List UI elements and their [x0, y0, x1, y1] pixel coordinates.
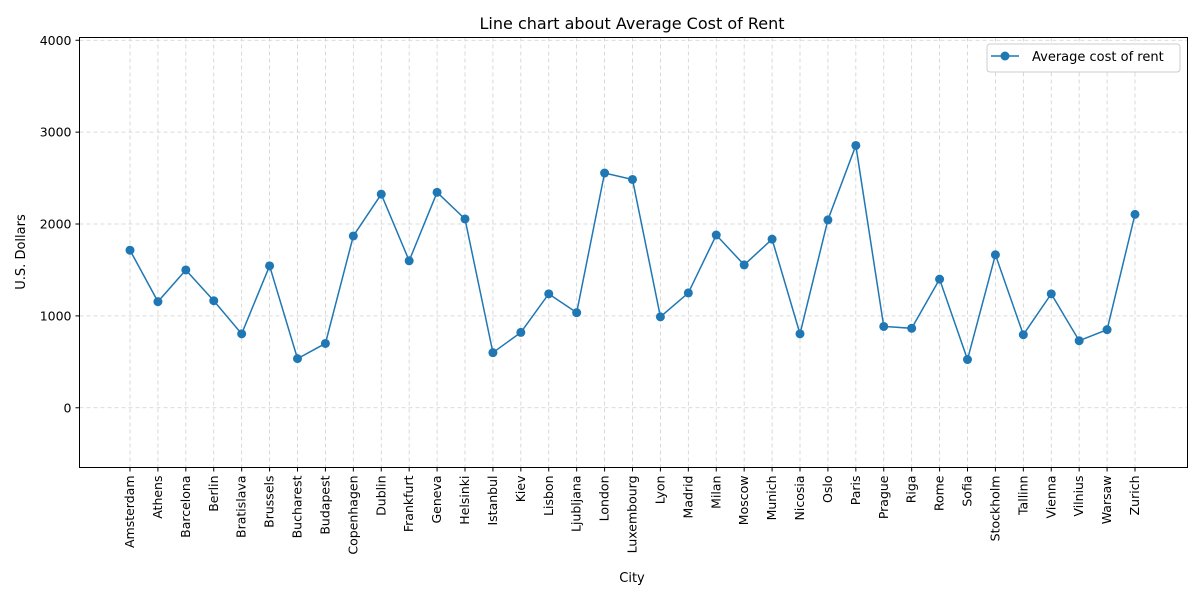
y-axis-label: U.S. Dollars — [14, 214, 29, 290]
x-tick-label: Brussels — [262, 476, 277, 528]
x-tick-label: Sofia — [960, 476, 975, 507]
x-tick-label: Stockholm — [987, 476, 1002, 542]
data-point-vilnius — [1074, 336, 1084, 346]
x-tick-label: Madrid — [680, 476, 695, 519]
data-point-brussels — [265, 261, 275, 271]
x-tick-label: Prague — [876, 475, 891, 519]
data-point-sofia — [963, 355, 972, 365]
data-point-dublin — [376, 189, 386, 199]
x-tick-label: Rome — [932, 475, 947, 511]
x-tick-label: Amsterdam — [122, 476, 137, 549]
x-tick-label: Geneva — [429, 476, 444, 524]
data-point-geneva — [432, 187, 442, 197]
x-tick-label: Lisbon — [541, 476, 556, 516]
data-point-rome — [935, 274, 945, 284]
data-point-riga — [907, 323, 917, 333]
plot-frame — [79, 37, 1188, 468]
x-tick-label: Zurich — [1127, 476, 1142, 516]
x-tick-label: Vienna — [1043, 476, 1058, 519]
data-point-vienna — [1046, 289, 1056, 299]
data-point-zurich — [1130, 209, 1140, 219]
x-tick-label: Athens — [150, 476, 165, 519]
x-tick-label: Helsinki — [457, 476, 472, 525]
legend-box — [986, 43, 1181, 73]
data-point-moscow — [739, 260, 749, 270]
y-axis: 0 1000 2000 3000 4000 — [40, 33, 80, 415]
data-point-nicosia — [795, 329, 805, 339]
x-tick-label: Vilnius — [1071, 476, 1086, 517]
legend: Average cost of rent — [986, 43, 1181, 73]
x-tick-label: Luxembourg — [625, 476, 640, 554]
data-point-munich — [767, 234, 777, 244]
data-point-milan — [711, 230, 721, 240]
y-tick-label: 1000 — [40, 308, 72, 323]
x-tick-label: Budapest — [317, 475, 332, 534]
x-tick-label: Kiev — [513, 475, 528, 502]
data-point-oslo — [823, 215, 833, 225]
x-tick-label: Milan — [708, 476, 723, 509]
grid-layer — [79, 37, 1188, 468]
data-point-tallinn — [1018, 330, 1028, 340]
x-tick-label: Paris — [848, 476, 863, 506]
x-tick-label: Copenhagen — [345, 476, 360, 555]
legend-marker-swatch — [1000, 51, 1010, 61]
y-tick-label: 0 — [64, 400, 72, 415]
data-point-ljubljana — [572, 308, 582, 318]
x-axis: Amsterdam Athens Barcelona Berlin Bratislava… — [122, 467, 1142, 555]
data-point-prague — [879, 321, 889, 331]
x-tick-label: Munich — [764, 476, 779, 521]
x-tick-label: Warsaw — [1099, 476, 1114, 525]
x-tick-label: Riga — [904, 476, 919, 504]
x-tick-label: Ljubljana — [569, 476, 584, 532]
data-point-berlin — [209, 296, 219, 306]
legend-label: Average cost of rent — [1032, 50, 1164, 65]
x-tick-label: Frankfurt — [401, 475, 416, 532]
x-tick-label: Nicosia — [792, 476, 807, 521]
data-point-istanbul — [488, 348, 498, 358]
data-point-athens — [153, 297, 163, 307]
data-point-amsterdam — [125, 245, 135, 255]
x-tick-label: Bucharest — [290, 475, 305, 538]
data-point-lyon — [655, 312, 665, 322]
x-tick-label: Berlin — [206, 476, 221, 512]
y-tick-label: 3000 — [40, 125, 72, 140]
x-axis-label: City — [619, 571, 645, 586]
x-tick-label: Istanbul — [485, 475, 500, 525]
data-point-stockholm — [990, 250, 1000, 260]
x-tick-label: Tallinn — [1015, 476, 1030, 517]
x-tick-label: Moscow — [736, 476, 751, 526]
x-tick-label: London — [597, 476, 612, 522]
y-tick-label: 4000 — [40, 33, 72, 48]
data-point-warsaw — [1102, 325, 1112, 335]
data-point-kiev — [516, 327, 526, 337]
data-point-madrid — [683, 288, 693, 298]
data-point-lisbon — [544, 289, 554, 299]
data-point-copenhagen — [348, 231, 358, 241]
data-point-bratislava — [237, 329, 247, 339]
data-point-paris — [851, 140, 861, 150]
data-point-barcelona — [181, 265, 191, 275]
data-point-london — [600, 168, 610, 178]
x-tick-label: Lyon — [652, 476, 667, 505]
x-tick-label: Bratislava — [234, 476, 249, 538]
x-tick-label: Barcelona — [178, 476, 193, 538]
x-tick-label: Dublin — [373, 476, 388, 516]
y-tick-label: 2000 — [40, 217, 72, 232]
x-tick-label: Oslo — [820, 476, 835, 503]
data-point-budapest — [320, 338, 330, 348]
data-point-bucharest — [293, 354, 302, 364]
series-layer — [125, 140, 1140, 365]
data-point-luxembourg — [628, 174, 637, 184]
chart-title: Line chart about Average Cost of Rent — [480, 14, 785, 33]
data-point-frankfurt — [404, 256, 414, 266]
data-point-helsinki — [460, 214, 470, 224]
